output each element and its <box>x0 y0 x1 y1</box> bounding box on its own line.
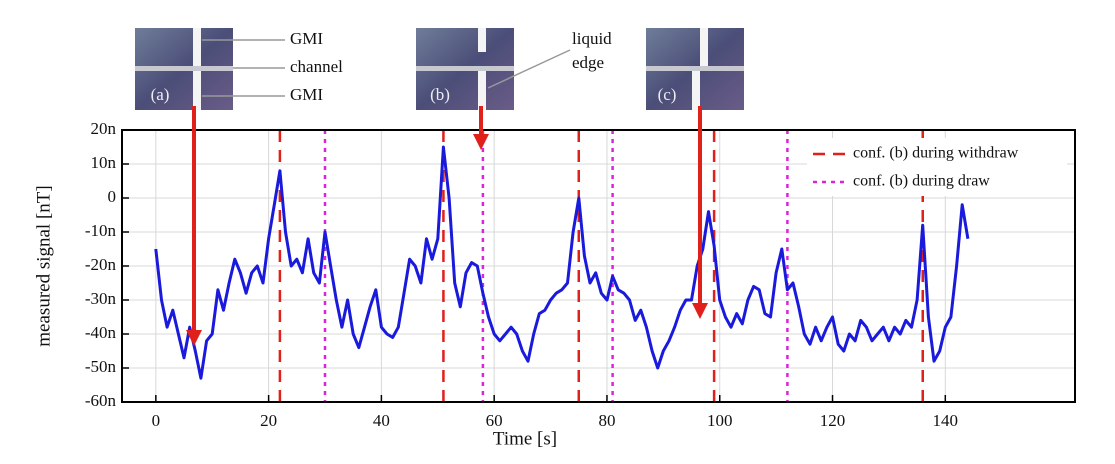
y-tick-label: -30n <box>85 289 117 308</box>
inset-label: (a) <box>151 85 170 104</box>
y-tick-label: -10n <box>85 221 117 240</box>
y-axis-title: measured signal [nT] <box>33 185 54 346</box>
y-tick-label: 10n <box>91 153 117 172</box>
y-tick-label: -50n <box>85 357 117 376</box>
annotation: liquid <box>572 29 612 48</box>
inset-label: (c) <box>658 85 677 104</box>
plot-area: 20n 10n 0 -10n -20n -30n -40n -50n -60n 0 20 40 60 80… <box>85 119 1076 430</box>
legend-label: conf. (b) during draw <box>853 173 990 190</box>
inset-label: (b) <box>430 85 450 104</box>
annotation: channel <box>290 57 343 76</box>
x-tick-label: 80 <box>598 411 615 430</box>
annotation: GMI <box>290 85 323 104</box>
x-tick-label: 120 <box>820 411 846 430</box>
legend-label: conf. (b) during withdraw <box>853 145 1019 162</box>
x-tick-label: 60 <box>486 411 503 430</box>
arrows <box>186 106 708 346</box>
y-tick-label: -40n <box>85 323 117 342</box>
callout-lines <box>202 39 571 97</box>
inset-c: (c) <box>646 28 744 110</box>
inset-b: (b) <box>416 28 514 110</box>
data-line <box>154 145 970 380</box>
y-tick-label: 20n <box>91 119 117 138</box>
y-tick-label: -20n <box>85 255 117 274</box>
x-tick-label: 0 <box>152 411 161 430</box>
y-tick-label: 0 <box>108 187 117 206</box>
x-tick-label: 20 <box>260 411 277 430</box>
annotation: edge <box>572 53 604 72</box>
x-axis-title: Time [s] <box>493 428 557 449</box>
x-tick-label: 40 <box>373 411 390 430</box>
y-tick-label: -60n <box>85 391 117 410</box>
x-tick-label: 100 <box>707 411 733 430</box>
annotation: GMI <box>290 29 323 48</box>
plot-frame <box>121 129 1076 403</box>
x-tick-label: 140 <box>933 411 959 430</box>
legend-box <box>807 138 1067 196</box>
